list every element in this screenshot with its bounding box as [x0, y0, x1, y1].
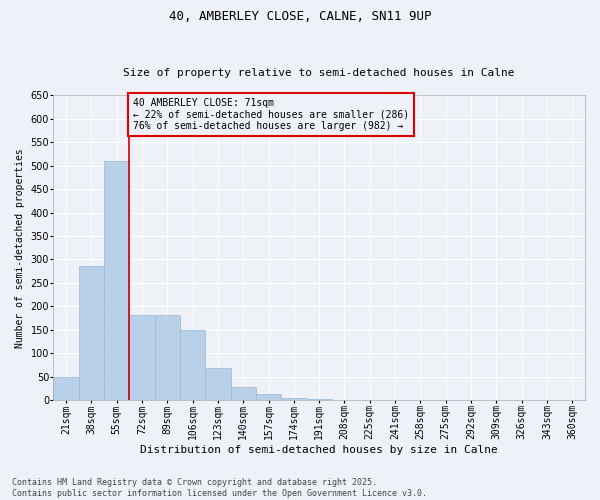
Bar [53, 376, 79, 400]
Bar [281, 398, 307, 400]
Bar [79, 266, 104, 400]
Bar [129, 314, 155, 400]
Bar [230, 388, 256, 400]
X-axis label: Distribution of semi-detached houses by size in Calne: Distribution of semi-detached houses by … [140, 445, 498, 455]
Bar [155, 314, 180, 400]
Bar [307, 399, 332, 400]
Bar [180, 330, 205, 400]
Title: Size of property relative to semi-detached houses in Calne: Size of property relative to semi-detach… [124, 68, 515, 78]
Bar [256, 394, 281, 400]
Bar [104, 161, 129, 400]
Text: 40, AMBERLEY CLOSE, CALNE, SN11 9UP: 40, AMBERLEY CLOSE, CALNE, SN11 9UP [169, 10, 431, 23]
Text: Contains HM Land Registry data © Crown copyright and database right 2025.
Contai: Contains HM Land Registry data © Crown c… [12, 478, 427, 498]
Y-axis label: Number of semi-detached properties: Number of semi-detached properties [15, 148, 25, 348]
Bar [205, 368, 230, 400]
Text: 40 AMBERLEY CLOSE: 71sqm
← 22% of semi-detached houses are smaller (286)
76% of : 40 AMBERLEY CLOSE: 71sqm ← 22% of semi-d… [133, 98, 409, 131]
